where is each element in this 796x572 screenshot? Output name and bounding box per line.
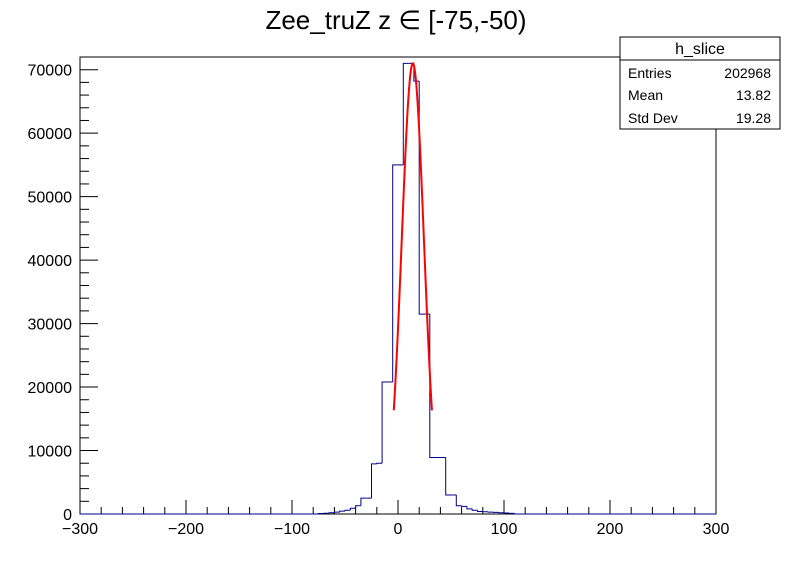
histogram-bin [318,512,324,514]
y-tick-label: 50000 [28,190,73,207]
x-tick-label: −200 [168,521,204,538]
x-tick-label: 100 [491,521,518,538]
stats-box: h_slice Entries 202968 Mean 13.82 Std De… [619,36,781,130]
stats-entries-value: 202968 [724,65,771,81]
x-tick-label: −100 [274,521,310,538]
y-tick-label: 30000 [28,317,73,334]
histogram-bin [344,509,351,512]
chart-title: Zee_truZ z ∈ [-75,-50) [265,5,526,35]
y-tick-label: 60000 [28,126,73,143]
histogram-bin [328,512,335,514]
y-tick-label: 0 [63,507,72,524]
histogram-bin [333,511,340,513]
x-tick-label: 300 [703,521,730,538]
histogram-bin [360,497,367,506]
stats-box-frame [619,36,781,130]
histogram-bin [349,507,356,511]
stats-stddev-value: 19.28 [736,110,771,126]
histogram-bin [371,463,377,499]
histogram-bin [392,164,398,382]
histogram-bin [477,510,483,512]
y-tick-label: 40000 [28,253,73,270]
histogram-bin [445,457,451,496]
stats-box-title: h_slice [675,41,725,58]
x-tick-label: 200 [597,521,624,538]
histogram-bin [466,506,473,510]
stats-mean-label: Mean [628,87,663,103]
histogram-bin [471,508,478,511]
x-axis: −300 −200 −100 0 100 200 300 [62,500,729,538]
x-tick-label: −300 [62,521,98,538]
histogram-bin [376,462,383,464]
fit-curve-line [392,62,433,411]
stats-mean-value: 13.82 [736,87,771,103]
histogram-bin [418,81,425,315]
y-tick-label: 70000 [28,63,73,80]
histogram-bin [455,494,462,507]
y-axis: 0 10000 20000 30000 40000 50000 60000 70000 [28,56,98,524]
gaussian-fit [392,62,433,411]
stats-entries-label: Entries [628,65,672,81]
histogram-bin [355,505,361,509]
histogram-bin [461,505,467,507]
x-tick-label: 0 [394,521,403,538]
stats-stddev-label: Std Dev [628,110,678,126]
histogram-bin [402,62,409,165]
y-tick-label: 20000 [28,380,73,397]
histogram-bin [381,381,388,464]
y-tick-label: 10000 [28,444,73,461]
histogram-series [80,62,716,515]
histogram-bin [339,510,345,513]
